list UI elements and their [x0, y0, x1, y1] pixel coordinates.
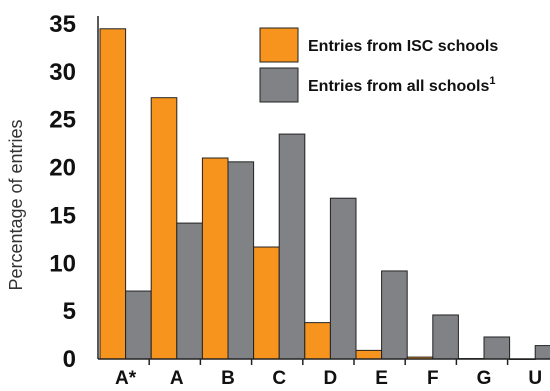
bar-isc-0 [99, 28, 127, 360]
x-tick-labels: A* A B C D E F G U [115, 359, 542, 389]
y-tick-label: 25 [49, 107, 76, 134]
x-tick-label: E [375, 368, 388, 389]
bar-all-1 [176, 222, 203, 360]
bar-all-8 [534, 345, 550, 360]
y-tick-label: 20 [49, 155, 76, 182]
x-tick-label: A* [115, 368, 137, 389]
bar-all-4 [329, 197, 357, 360]
bar-isc-3 [253, 246, 280, 360]
y-tick-label: 35 [49, 11, 76, 38]
x-tick-label: F [427, 368, 439, 389]
bar-all-6 [432, 314, 459, 360]
bar-all-0 [125, 290, 152, 360]
x-tick-label: D [324, 368, 338, 389]
y-tick-label: 0 [63, 346, 76, 373]
bar-isc-5 [355, 349, 383, 360]
y-ticks: 0 5 10 15 20 25 30 35 [49, 11, 76, 373]
y-tick-label: 15 [49, 202, 76, 229]
bar-isc-1 [150, 97, 178, 360]
legend-swatch-all [259, 67, 299, 103]
y-tick-label: 10 [49, 250, 76, 277]
x-tick-label: B [221, 368, 235, 389]
bar-all-5 [381, 270, 408, 360]
bar-isc-4 [304, 322, 331, 360]
legend-label-isc: Entries from ISC schools [308, 38, 498, 55]
x-tick-label: U [528, 368, 542, 389]
legend-label-all: Entries from all schools1 [308, 75, 496, 95]
bar-all-7 [483, 336, 511, 360]
bar-isc-2 [201, 157, 229, 360]
bar-all-2 [227, 161, 255, 360]
y-axis-label: Percentage of entries [6, 119, 26, 290]
bar-all-3 [278, 133, 306, 360]
legend-superscript: 1 [489, 75, 495, 87]
legend-swatch-isc [259, 27, 299, 63]
legend-label-all-text: Entries from all schools [308, 78, 489, 95]
bars [99, 28, 550, 360]
x-tick-label: C [272, 368, 286, 389]
y-tick-label: 5 [63, 298, 76, 325]
x-tick-label: A [170, 368, 184, 389]
legend: Entries from ISC schools Entries from al… [259, 27, 498, 103]
x-tick-label: G [477, 368, 492, 389]
y-tick-label: 30 [49, 59, 76, 86]
